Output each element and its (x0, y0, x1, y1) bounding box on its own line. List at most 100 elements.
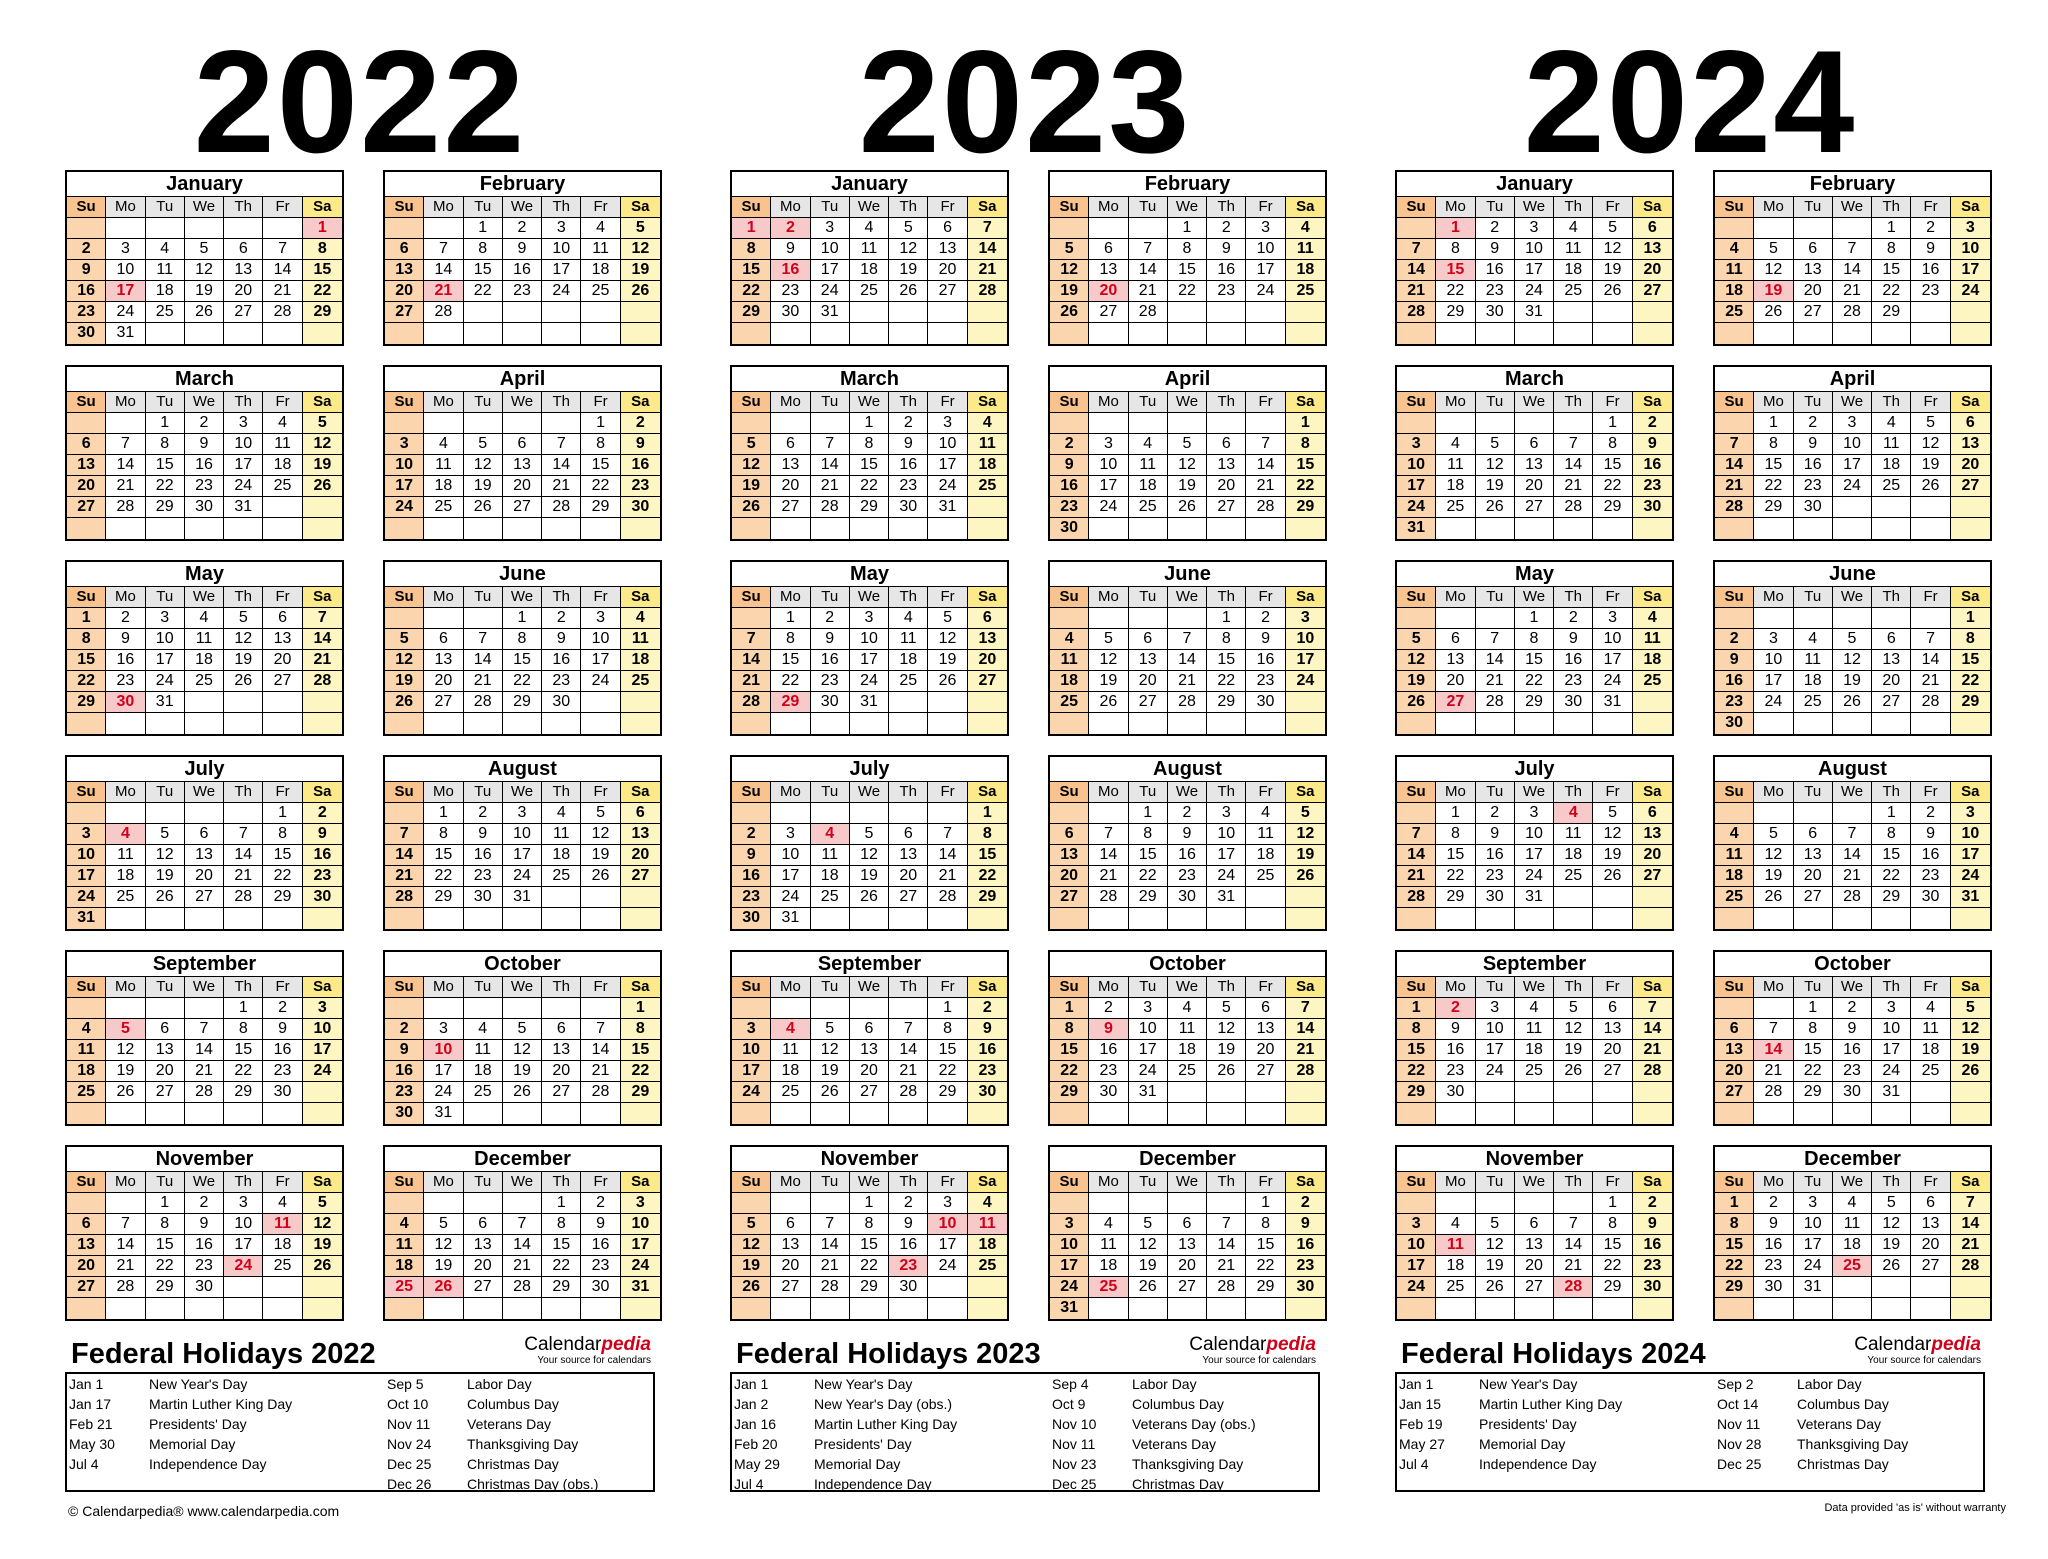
day-cell: 27 (1911, 1256, 1951, 1277)
day-cell (1285, 908, 1325, 929)
day-cell (145, 998, 185, 1019)
day-cell (503, 908, 543, 929)
weekday-header: Fr (1593, 1172, 1633, 1193)
day-cell: 24 (106, 302, 146, 323)
day-cell: 25 (1715, 302, 1755, 323)
day-cell (67, 803, 107, 824)
day-cell: 31 (224, 497, 264, 518)
day-cell (146, 518, 185, 539)
day-cell: 6 (1207, 434, 1247, 455)
weekday-header: Fr (581, 782, 621, 803)
day-cell: 21 (385, 866, 425, 887)
day-cell: 12 (302, 1214, 342, 1235)
day-cell (1632, 1103, 1672, 1124)
day-cell (732, 1103, 772, 1124)
day-cell: 16 (106, 650, 146, 671)
day-cell: 20 (1793, 866, 1833, 887)
month-november: November Su Mo Tu We Th Fr Sa 1 2 3 4 5 6 7 8 9 10 11 12 13 1… (1395, 1145, 1674, 1321)
day-cell: 12 (1128, 1235, 1168, 1256)
day-cell (503, 323, 543, 344)
day-cell (463, 413, 503, 434)
weekday-header: Tu (145, 977, 185, 998)
day-cell (185, 518, 225, 539)
day-cell: 15 (1167, 260, 1208, 281)
day-cell: 27 (224, 302, 264, 323)
day-cell: 19 (889, 260, 929, 281)
day-cell: 18 (1128, 476, 1168, 497)
day-cell: 14 (1554, 455, 1594, 476)
day-cell: 12 (502, 1040, 543, 1061)
day-cell (1872, 1298, 1912, 1319)
day-cell: 2 (967, 998, 1007, 1019)
month-april: April Su Mo Tu We Th Fr Sa 1 2 3 4 5 6 7 8 9 10 11 12 13 14 15… (1048, 365, 1327, 541)
day-cell: 22 (1872, 281, 1912, 302)
day-cell (1950, 302, 1990, 323)
weekday-header: Th (1872, 197, 1912, 218)
day-cell: 11 (106, 845, 146, 866)
weekday-header: Th (1872, 977, 1912, 998)
day-cell: 16 (1207, 260, 1247, 281)
day-cell: 24 (1872, 1061, 1912, 1082)
day-cell (889, 302, 929, 323)
weekday-header: Tu (1128, 587, 1168, 608)
day-cell: 25 (1911, 1061, 1951, 1082)
day-cell (889, 518, 929, 539)
day-cell (424, 713, 464, 734)
month-grid: Su Mo Tu We Th Fr Sa 1 2 3 4 5 6 7 8 9 10 11 12 13 14 15 16 17 1… (1050, 392, 1325, 539)
weekday-header: Tu (1475, 977, 1515, 998)
holiday-day-cell: 1 (302, 218, 342, 239)
day-cell (732, 998, 772, 1019)
day-cell (1632, 908, 1672, 929)
day-cell: 27 (1632, 281, 1672, 302)
day-cell: 26 (1167, 497, 1208, 518)
day-cell: 15 (1715, 1235, 1755, 1256)
day-cell: 23 (302, 866, 342, 887)
day-cell: 17 (1593, 650, 1633, 671)
day-cell (1285, 323, 1325, 344)
day-cell (1794, 713, 1833, 734)
day-cell: 4 (542, 803, 582, 824)
weekday-header: We (849, 782, 890, 803)
day-cell: 5 (1911, 413, 1951, 434)
day-cell (1050, 713, 1090, 734)
day-cell (1593, 1298, 1633, 1319)
day-cell: 4 (184, 608, 225, 629)
weekday-header: Fr (1911, 782, 1951, 803)
month-grid: Su Mo Tu We Th Fr Sa 1 2 3 4 5 6 7 8 9 10 11 12 13 14 15 16 17 1… (1050, 587, 1325, 734)
day-cell: 16 (581, 1235, 621, 1256)
holiday-date: Jan 1 (1399, 1376, 1434, 1392)
day-cell: 14 (224, 845, 264, 866)
day-cell: 20 (263, 650, 303, 671)
day-cell: 14 (1128, 260, 1168, 281)
brand-tagline: Your source for calendars (1202, 1355, 1316, 1366)
day-cell: 1 (1436, 803, 1476, 824)
day-cell (732, 1193, 772, 1214)
day-cell: 1 (1167, 218, 1208, 239)
day-cell (1246, 1103, 1286, 1124)
day-cell: 4 (1632, 608, 1672, 629)
day-cell: 17 (385, 476, 425, 497)
day-cell: 12 (581, 824, 621, 845)
day-cell (771, 998, 811, 1019)
day-cell (1050, 323, 1090, 344)
day-cell (1872, 713, 1912, 734)
day-cell (224, 713, 264, 734)
day-cell: 9 (620, 434, 660, 455)
day-cell: 20 (463, 1256, 503, 1277)
day-cell: 22 (1397, 1061, 1437, 1082)
day-cell: 25 (1554, 281, 1594, 302)
year-title: 2022 (193, 20, 527, 183)
holiday-row: Nov 10 Veterans Day (obs.) (1050, 1414, 1256, 1434)
day-cell (184, 218, 225, 239)
weekday-header: Th (224, 197, 264, 218)
day-cell: 2 (889, 1193, 929, 1214)
holiday-name: Memorial Day (814, 1456, 901, 1472)
day-cell (1554, 323, 1594, 344)
holiday-date: Dec 25 (1717, 1456, 1762, 1472)
day-cell (263, 1298, 303, 1319)
weekday-header: Su (1050, 782, 1090, 803)
holiday-row: May 30 Memorial Day (67, 1434, 292, 1454)
weekday-header: We (184, 587, 225, 608)
day-cell (302, 1103, 342, 1124)
weekday-header: Mo (771, 977, 811, 998)
